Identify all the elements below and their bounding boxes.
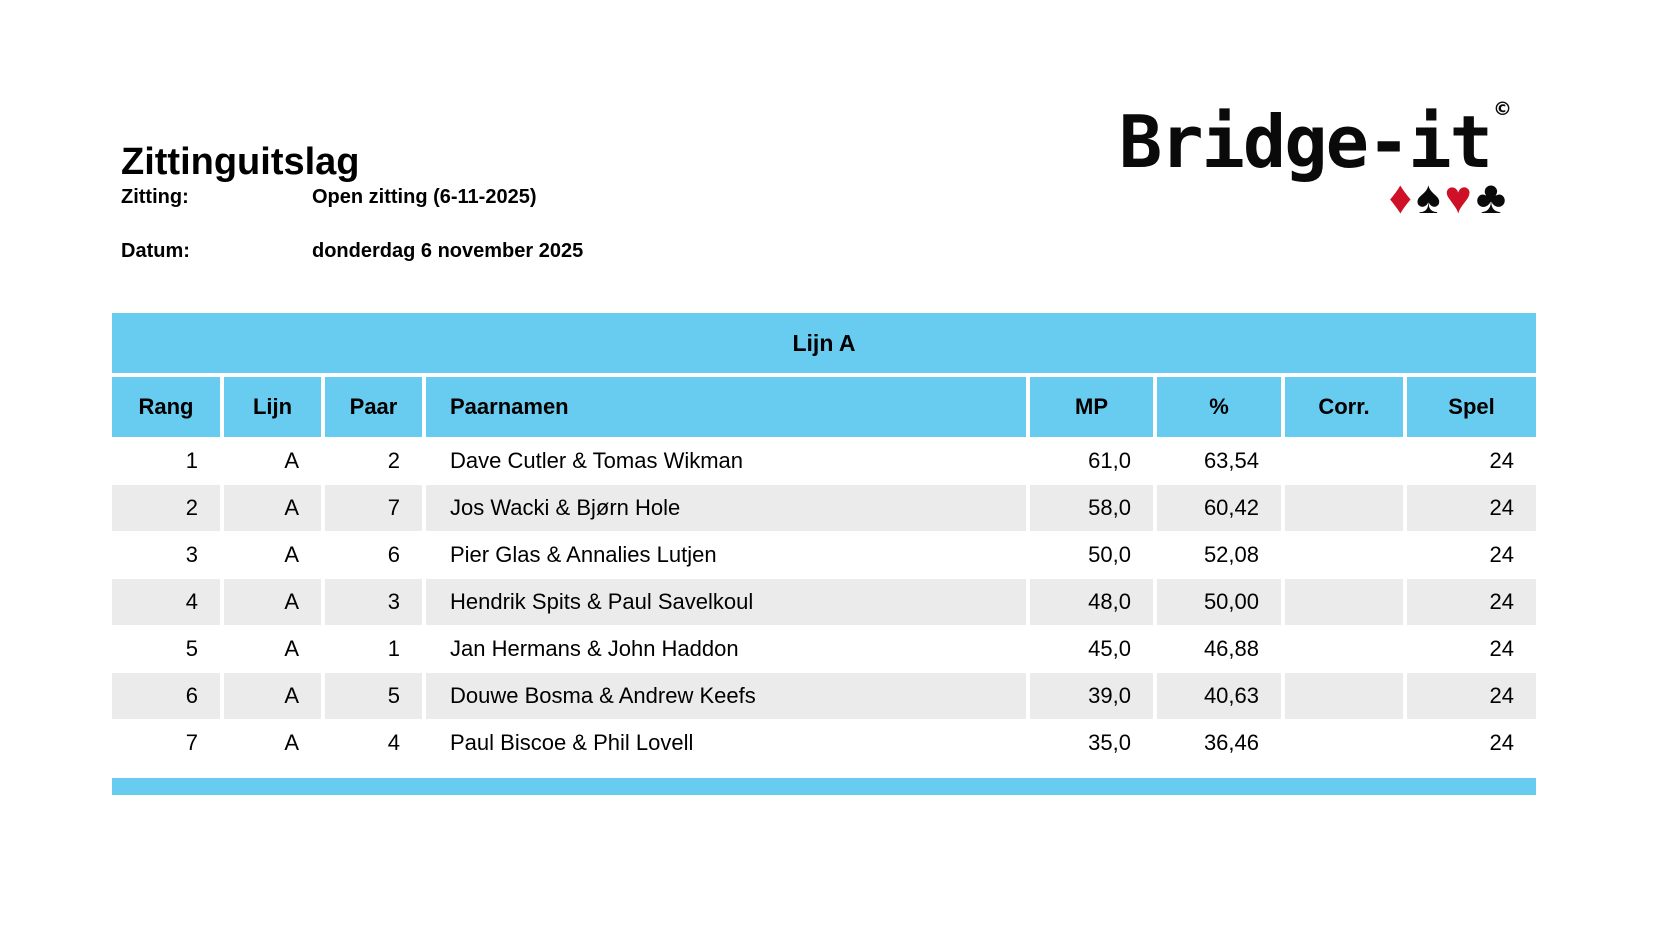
cell-rang: 2 — [112, 485, 220, 531]
column-header-pct: % — [1157, 377, 1281, 437]
session-meta: Zitting: Open zitting (6-11-2025) Datum:… — [121, 186, 583, 294]
section-title-band: Lijn A — [112, 313, 1536, 373]
column-header-mp: MP — [1030, 377, 1153, 437]
meta-row-date: Datum: donderdag 6 november 2025 — [121, 240, 583, 263]
cell-mp: 58,0 — [1030, 485, 1153, 531]
cell-paarnamen: Pier Glas & Annalies Lutjen — [450, 542, 717, 567]
cell-spel: 24 — [1489, 730, 1514, 755]
cell-corr — [1285, 626, 1403, 672]
cell-pct: 36,46 — [1203, 730, 1259, 755]
cell-paar: 1 — [387, 636, 400, 661]
cell-rang: 4 — [112, 579, 220, 625]
heart-suit-icon: ♥ — [1444, 171, 1476, 223]
cell-spel: 24 — [1407, 485, 1536, 531]
cell-corr — [1285, 485, 1403, 531]
cell-paar: 5 — [325, 673, 422, 719]
cell-pct: 60,42 — [1157, 485, 1281, 531]
cell-rang: 6 — [112, 673, 220, 719]
cell-lijn: A — [224, 579, 321, 625]
session-value: Open zitting (6-11-2025) — [312, 186, 537, 208]
cell-rang: 7 — [185, 730, 198, 755]
cell-pct: 63,54 — [1203, 448, 1259, 473]
cell-lijn: A — [224, 485, 321, 531]
column-header-paar: Paar — [325, 377, 422, 437]
diamond-suit-icon: ♦ — [1388, 171, 1417, 223]
table-row: 1 A 2 Dave Cutler & Tomas Wikman 61,0 63… — [112, 438, 1536, 484]
bridge-it-logo: Bridge-it © ♦♠♥♣ — [1119, 100, 1512, 221]
page-title: Zittinguitslag — [121, 141, 360, 184]
cell-pct: 40,63 — [1157, 673, 1281, 719]
cell-paarnamen: Douwe Bosma & Andrew Keefs — [426, 673, 1026, 719]
cell-paar: 4 — [387, 730, 400, 755]
cell-pct: 50,00 — [1157, 579, 1281, 625]
cell-corr — [1285, 532, 1403, 578]
cell-lijn: A — [284, 730, 299, 755]
cell-pct: 46,88 — [1203, 636, 1259, 661]
date-value: donderdag 6 november 2025 — [312, 240, 584, 262]
cell-corr — [1285, 673, 1403, 719]
cell-corr — [1285, 438, 1403, 484]
cell-lijn: A — [224, 673, 321, 719]
table-row: 2 A 7 Jos Wacki & Bjørn Hole 58,0 60,42 … — [112, 485, 1536, 531]
table-row: 4 A 3 Hendrik Spits & Paul Savelkoul 48,… — [112, 579, 1536, 625]
session-label: Zitting: — [121, 186, 189, 208]
cell-paar: 6 — [387, 542, 400, 567]
cell-mp: 39,0 — [1030, 673, 1153, 719]
cell-mp: 50,0 — [1088, 542, 1131, 567]
results-table: Lijn A Rang Lijn Paar Paarnamen MP % Cor… — [112, 313, 1536, 795]
table-row: 5 A 1 Jan Hermans & John Haddon 45,0 46,… — [112, 626, 1536, 672]
cell-mp: 61,0 — [1088, 448, 1131, 473]
column-header-paarnamen: Paarnamen — [426, 377, 1026, 437]
cell-paarnamen: Hendrik Spits & Paul Savelkoul — [426, 579, 1026, 625]
cell-rang: 3 — [185, 542, 198, 567]
cell-mp: 35,0 — [1088, 730, 1131, 755]
cell-paar: 7 — [325, 485, 422, 531]
cell-rang: 1 — [185, 448, 198, 473]
cell-paarnamen: Paul Biscoe & Phil Lovell — [450, 730, 694, 755]
table-row: 7 A 4 Paul Biscoe & Phil Lovell 35,0 36,… — [112, 720, 1536, 766]
column-header-lijn: Lijn — [224, 377, 321, 437]
cell-corr — [1285, 720, 1403, 766]
cell-spel: 24 — [1489, 636, 1514, 661]
cell-pct: 52,08 — [1203, 542, 1259, 567]
cell-spel: 24 — [1489, 448, 1514, 473]
spade-suit-icon: ♠ — [1416, 171, 1445, 223]
cell-spel: 24 — [1489, 542, 1514, 567]
cell-paarnamen: Jan Hermans & John Haddon — [450, 636, 739, 661]
date-label: Datum: — [121, 240, 190, 262]
table-header-row: Rang Lijn Paar Paarnamen MP % Corr. Spel — [112, 377, 1536, 437]
column-header-corr: Corr. — [1285, 377, 1403, 437]
logo-text: Bridge-it — [1118, 100, 1493, 184]
cell-paar: 3 — [325, 579, 422, 625]
cell-mp: 48,0 — [1030, 579, 1153, 625]
cell-corr — [1285, 579, 1403, 625]
copyright-mark-icon: © — [1493, 98, 1512, 120]
card-suits: ♦♠♥♣ — [1119, 174, 1510, 220]
cell-mp: 45,0 — [1088, 636, 1131, 661]
cell-paar: 2 — [387, 448, 400, 473]
cell-lijn: A — [284, 448, 299, 473]
table-row: 3 A 6 Pier Glas & Annalies Lutjen 50,0 5… — [112, 532, 1536, 578]
cell-lijn: A — [284, 636, 299, 661]
logo-wordmark: Bridge-it © — [1119, 100, 1512, 179]
column-header-spel: Spel — [1407, 377, 1536, 437]
table-row: 6 A 5 Douwe Bosma & Andrew Keefs 39,0 40… — [112, 673, 1536, 719]
cell-paarnamen: Dave Cutler & Tomas Wikman — [450, 448, 744, 473]
cell-rang: 5 — [185, 636, 198, 661]
column-header-rang: Rang — [112, 377, 220, 437]
club-suit-icon: ♣ — [1475, 171, 1510, 223]
meta-row-session: Zitting: Open zitting (6-11-2025) — [121, 186, 583, 209]
cell-paarnamen: Jos Wacki & Bjørn Hole — [426, 485, 1026, 531]
cell-spel: 24 — [1407, 673, 1536, 719]
cell-lijn: A — [284, 542, 299, 567]
table-footer-bar — [112, 778, 1536, 795]
cell-spel: 24 — [1407, 579, 1536, 625]
